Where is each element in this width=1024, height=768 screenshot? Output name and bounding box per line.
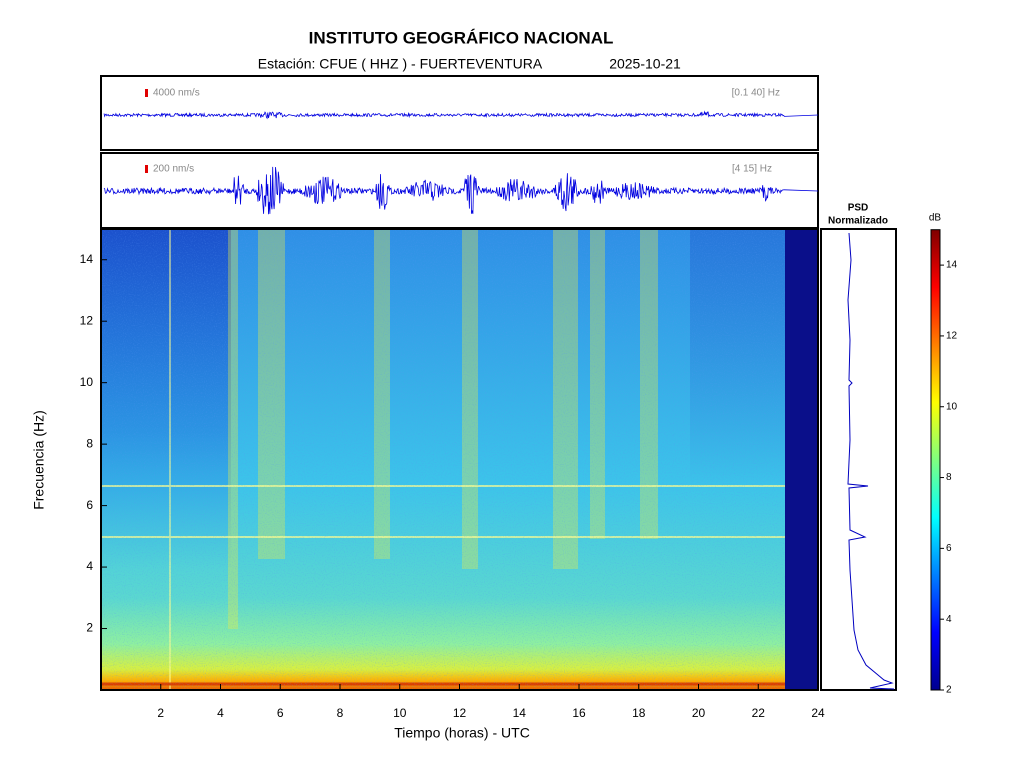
y-tick-label: 10 xyxy=(80,375,94,389)
x-tick-label: 8 xyxy=(337,706,344,720)
station: Estación: CFUE ( HHZ ) - FUERTEVENTURA xyxy=(258,56,543,72)
psd-title: PSD xyxy=(848,203,869,214)
colorbar-label: dB xyxy=(929,213,942,224)
scale-label: 4000 nm/s xyxy=(153,88,200,99)
psd-title: Normalizado xyxy=(828,216,888,227)
scale-label: 200 nm/s xyxy=(153,164,194,175)
scale-bar xyxy=(145,89,148,97)
x-tick-label: 14 xyxy=(513,706,527,720)
band-label: [0.1 40] Hz xyxy=(732,88,780,99)
y-tick-label: 2 xyxy=(86,621,93,635)
psd-panel: PSD Normalizado xyxy=(820,203,897,691)
colorbar-tick-label: 2 xyxy=(946,685,952,696)
x-tick-label: 16 xyxy=(572,706,586,720)
colorbar-tick-label: 6 xyxy=(946,543,952,554)
date: 2025-10-21 xyxy=(609,56,681,72)
x-tick-label: 20 xyxy=(692,706,706,720)
x-axis-label: Tiempo (horas) - UTC xyxy=(394,725,530,741)
waveform-panel: 4000 nm/s [0.1 40] Hz xyxy=(100,75,819,151)
colorbar-tick-label: 8 xyxy=(946,472,952,483)
waveform-trace xyxy=(103,166,819,215)
x-tick-label: 12 xyxy=(453,706,467,720)
colorbar-tick-label: 4 xyxy=(946,614,952,625)
band-label: [4 15] Hz xyxy=(732,164,772,175)
colorbar-tick-label: 14 xyxy=(946,260,958,271)
waveform-panel: 200 nm/s [4 15] Hz xyxy=(100,152,819,229)
y-axis-label: Frecuencia (Hz) xyxy=(31,410,47,510)
x-tick-label: 18 xyxy=(632,706,646,720)
x-tick-label: 24 xyxy=(811,706,825,720)
waveform-trace xyxy=(103,110,819,120)
y-tick-label: 14 xyxy=(80,252,94,266)
x-tick-label: 22 xyxy=(752,706,766,720)
y-tick-label: 4 xyxy=(86,559,93,573)
y-tick-label: 12 xyxy=(80,313,94,327)
scale-bar xyxy=(145,165,148,173)
colorbar xyxy=(930,229,941,691)
colorbar-tick-label: 10 xyxy=(946,401,958,412)
x-tick-label: 10 xyxy=(393,706,407,720)
x-tick-label: 6 xyxy=(277,706,284,720)
y-tick-label: 6 xyxy=(86,498,93,512)
title: INSTITUTO GEOGRÁFICO NACIONAL xyxy=(309,28,614,47)
colorbar-tick-label: 12 xyxy=(946,331,958,342)
x-tick-label: 2 xyxy=(157,706,164,720)
spectrogram xyxy=(100,228,819,691)
y-tick-label: 8 xyxy=(86,436,93,450)
x-tick-label: 4 xyxy=(217,706,224,720)
